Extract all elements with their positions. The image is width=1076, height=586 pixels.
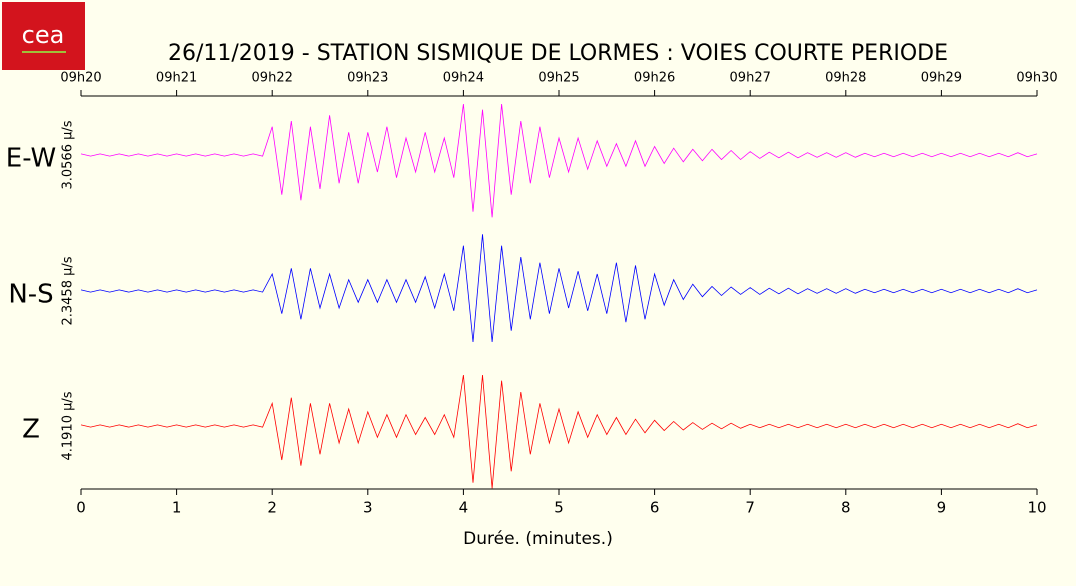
x-tick-label: 2 (267, 499, 277, 517)
x-tick-label: 0 (76, 499, 86, 517)
trace (80, 103, 1038, 218)
series-name: Z (22, 415, 40, 445)
series-name: N-S (8, 280, 53, 310)
x2-tick-label: 09h30 (1016, 71, 1057, 86)
trace (80, 374, 1038, 489)
x-tick-label: 4 (459, 499, 469, 517)
x-tick-label: 10 (1027, 499, 1046, 517)
x2-tick-label: 09h28 (825, 71, 866, 86)
x2-tick-label: 09h25 (538, 71, 579, 86)
logo-text: cea (22, 21, 65, 49)
series-name: E-W (6, 144, 56, 174)
scale-label: 4.1910 µ/s (61, 391, 76, 460)
x-tick-label: 1 (172, 499, 182, 517)
logo-box (2, 2, 85, 70)
x2-tick-label: 09h24 (443, 71, 484, 86)
scale-label: 3.0566 µ/s (61, 120, 76, 189)
x-tick-label: 8 (841, 499, 851, 517)
logo: cea (2, 2, 85, 70)
x-tick-label: 7 (745, 499, 755, 517)
x2-tick-label: 09h22 (252, 71, 293, 86)
x-tick-label: 6 (650, 499, 660, 517)
x2-tick-label: 09h29 (921, 71, 962, 86)
scale-label: 2.3458 µ/s (61, 256, 76, 325)
x2-tick-label: 09h20 (60, 71, 101, 86)
x-axis-label: Durée. (minutes.) (463, 529, 613, 549)
x2-tick-label: 09h27 (730, 71, 771, 86)
x-tick-label: 3 (363, 499, 373, 517)
x2-tick-label: 09h26 (634, 71, 675, 86)
x-tick-label: 9 (937, 499, 947, 517)
x-tick-label: 5 (554, 499, 564, 517)
chart-title: 26/11/2019 - STATION SISMIQUE DE LORMES … (168, 41, 948, 66)
x2-tick-label: 09h23 (347, 71, 388, 86)
trace (80, 234, 1038, 343)
x2-tick-label: 09h21 (156, 71, 197, 86)
